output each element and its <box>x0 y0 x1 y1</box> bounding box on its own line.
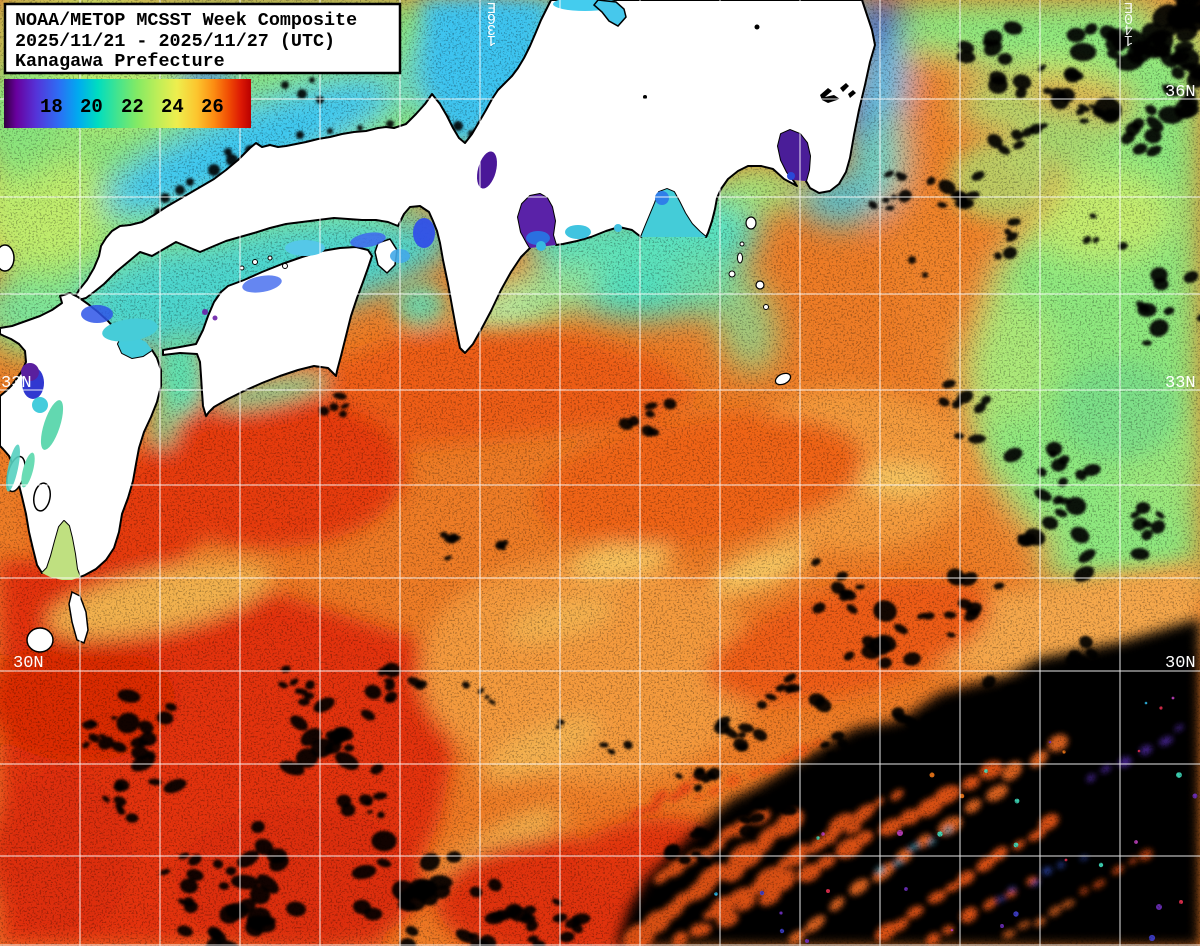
svg-text:20: 20 <box>80 96 103 118</box>
svg-text:22: 22 <box>121 96 144 118</box>
svg-text:30N: 30N <box>13 654 44 673</box>
svg-text:Kanagawa Prefecture: Kanagawa Prefecture <box>15 51 225 72</box>
svg-text:33N: 33N <box>1165 374 1196 393</box>
svg-text:NOAA/METOP MCSST Week Composit: NOAA/METOP MCSST Week Composite <box>15 10 357 31</box>
svg-text:24: 24 <box>161 96 184 118</box>
svg-text:4: 4 <box>1124 20 1133 37</box>
svg-text:E: E <box>487 0 496 15</box>
svg-text:33N: 33N <box>1 374 32 393</box>
svg-text:3: 3 <box>487 20 496 37</box>
svg-text:0: 0 <box>1124 9 1133 26</box>
svg-text:1: 1 <box>487 31 496 48</box>
svg-text:18: 18 <box>40 96 63 118</box>
svg-text:26: 26 <box>201 96 224 118</box>
svg-text:36N: 36N <box>1165 83 1196 102</box>
svg-text:1: 1 <box>1124 31 1133 48</box>
svg-text:2025/11/21 - 2025/11/27 (UTC): 2025/11/21 - 2025/11/27 (UTC) <box>15 31 335 52</box>
svg-text:E: E <box>1124 0 1133 15</box>
svg-text:6: 6 <box>487 9 496 26</box>
svg-text:30N: 30N <box>1165 654 1196 673</box>
